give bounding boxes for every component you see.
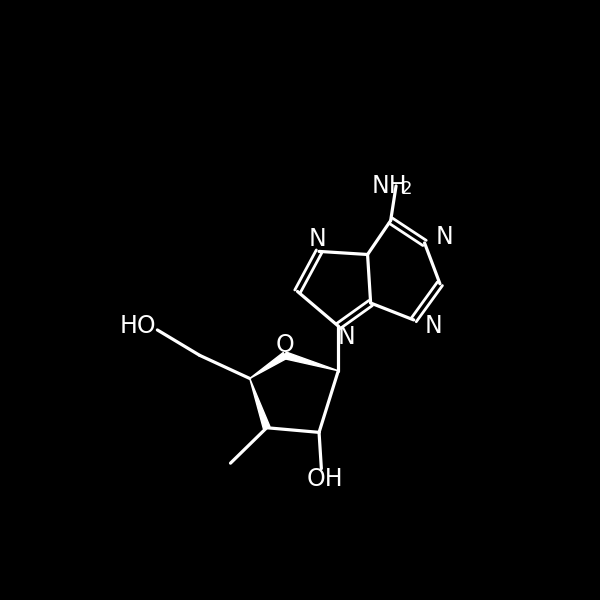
Text: NH: NH: [372, 174, 408, 198]
Text: N: N: [436, 225, 453, 249]
Text: O: O: [276, 332, 295, 356]
Polygon shape: [250, 379, 270, 429]
Text: N: N: [308, 227, 326, 251]
Text: 2: 2: [400, 180, 412, 198]
Text: N: N: [337, 325, 355, 349]
Text: HO: HO: [119, 314, 156, 338]
Polygon shape: [284, 352, 338, 371]
Text: N: N: [425, 314, 442, 338]
Text: OH: OH: [307, 467, 344, 491]
Polygon shape: [250, 352, 287, 379]
